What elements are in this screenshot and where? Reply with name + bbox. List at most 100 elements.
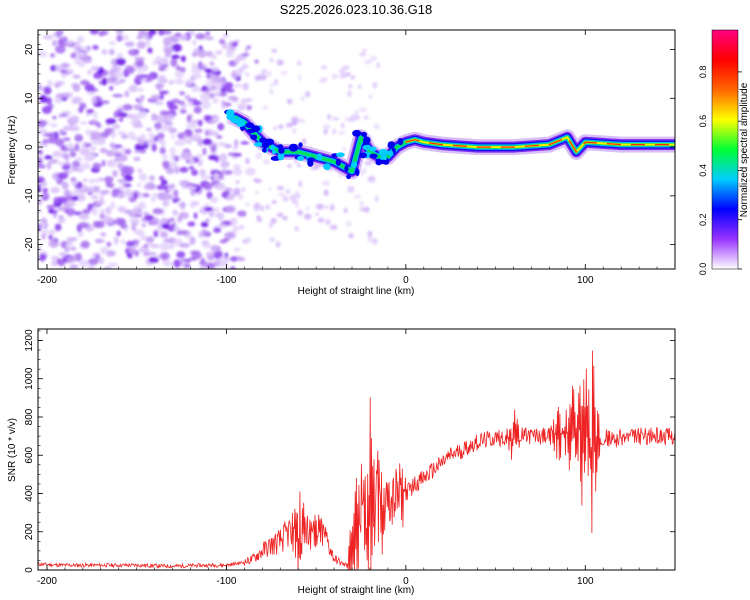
colorbar-tick-label: 0.2 — [698, 213, 708, 226]
noise-blob — [369, 55, 377, 62]
spectrogram-y-ticks: -20 -10 0 10 20 — [24, 34, 675, 270]
noise-blob — [174, 78, 184, 85]
noise-blob — [46, 79, 53, 88]
noise-blob — [72, 83, 81, 92]
noise-blob — [108, 48, 115, 56]
noise-blob — [192, 39, 197, 46]
chart-title: S225.2026.023.10.36.G18 — [280, 2, 433, 17]
noise-blob — [213, 250, 223, 260]
ridge-spot — [344, 165, 349, 172]
noise-blob — [168, 127, 178, 134]
noise-blob — [131, 118, 139, 125]
noise-blob — [136, 210, 143, 215]
snr-series-line — [38, 350, 675, 570]
noise-blob — [179, 242, 191, 248]
noise-blob — [348, 232, 354, 239]
noise-blob — [211, 76, 222, 83]
noise-blob — [68, 168, 74, 174]
noise-blob — [136, 231, 146, 237]
noise-blob — [118, 117, 124, 122]
noise-blob — [82, 178, 88, 182]
noise-blob — [276, 59, 284, 66]
noise-blob — [193, 212, 198, 219]
noise-blob — [245, 98, 253, 102]
noise-blob — [211, 117, 220, 122]
noise-blob — [42, 187, 49, 193]
noise-blob — [177, 216, 183, 223]
noise-blob — [110, 130, 116, 139]
noise-blob — [202, 138, 213, 146]
noise-blob — [297, 209, 303, 216]
noise-blob — [179, 166, 189, 173]
noise-blob — [65, 40, 74, 45]
noise-blob — [225, 49, 235, 58]
noise-blob — [155, 101, 164, 106]
noise-blob — [246, 105, 253, 111]
noise-blob — [55, 45, 66, 54]
noise-blob — [107, 183, 115, 189]
noise-blob — [269, 88, 274, 95]
noise-blob — [254, 190, 259, 195]
noise-blob — [168, 79, 174, 85]
noise-blob — [268, 222, 273, 228]
spectrogram-heatmap — [38, 30, 675, 269]
noise-blob — [277, 124, 284, 129]
noise-blob — [135, 59, 145, 68]
noise-blob — [134, 56, 146, 62]
noise-blob — [342, 146, 346, 152]
noise-blob — [124, 183, 132, 188]
noise-blob — [180, 201, 186, 210]
noise-blob — [236, 53, 247, 61]
noise-blob — [169, 183, 176, 189]
noise-blob — [301, 138, 307, 145]
noise-blob — [219, 256, 230, 265]
colorbar-tick-label: 0.6 — [698, 115, 708, 128]
noise-blob — [63, 189, 71, 197]
noise-blob — [210, 196, 219, 204]
noise-blob — [56, 258, 62, 265]
noise-blob — [179, 33, 189, 41]
noise-blob — [241, 187, 246, 192]
noise-blob — [157, 75, 167, 84]
noise-blob — [49, 158, 59, 164]
x-tick-label: -200 — [37, 576, 57, 587]
noise-blob — [339, 72, 348, 79]
noise-blob — [117, 178, 128, 183]
noise-blob — [194, 106, 202, 114]
noise-blob — [156, 184, 167, 190]
noise-blob — [245, 202, 251, 207]
noise-blob — [232, 152, 242, 157]
noise-blob — [86, 186, 94, 193]
noise-blob — [298, 74, 302, 82]
noise-blob — [240, 141, 250, 145]
noise-blob — [343, 207, 348, 214]
noise-blob — [42, 34, 54, 40]
noise-blob — [41, 192, 50, 201]
noise-blob — [177, 230, 189, 235]
noise-blob — [338, 68, 346, 74]
noise-blob — [281, 70, 288, 76]
noise-blob — [60, 68, 67, 75]
colorbar-tick-label: 0.4 — [698, 164, 708, 177]
x-tick-label: 0 — [403, 275, 409, 286]
noise-blob — [125, 192, 132, 199]
noise-blob — [277, 212, 284, 218]
noise-blobs — [38, 30, 381, 269]
noise-blob — [190, 200, 196, 209]
noise-blob — [211, 66, 220, 73]
noise-blob — [245, 236, 252, 244]
noise-blob — [159, 242, 170, 251]
noise-blob — [92, 45, 99, 50]
noise-blob — [345, 221, 352, 227]
noise-blob — [372, 81, 378, 89]
noise-blob — [191, 62, 196, 68]
noise-blob — [50, 53, 56, 58]
noise-blob — [92, 185, 101, 193]
ridge-spot — [277, 152, 285, 161]
noise-blob — [173, 259, 181, 268]
noise-blob — [327, 113, 331, 121]
noise-blob — [108, 216, 113, 224]
noise-blob — [89, 30, 99, 35]
noise-blob — [332, 128, 337, 135]
noise-blob — [160, 217, 168, 224]
